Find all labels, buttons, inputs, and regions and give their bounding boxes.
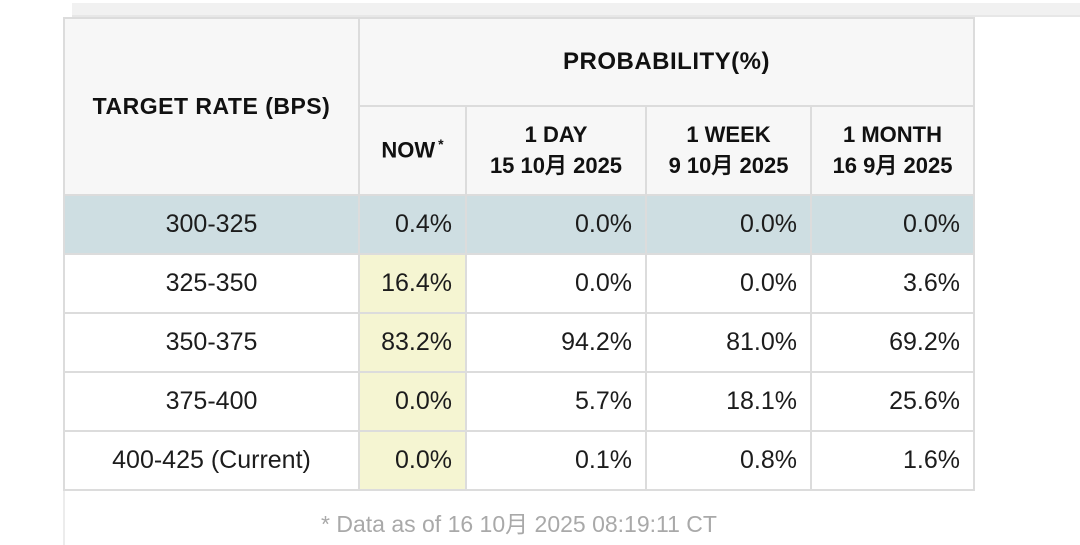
month-value-cell: 1.6% — [810, 430, 975, 491]
page-top-strip — [72, 3, 1080, 17]
now-value-cell: 0.4% — [358, 194, 467, 255]
probability-header: PROBABILITY(%) — [358, 17, 975, 107]
rate-range-cell: 350-375 — [63, 312, 360, 373]
table-row-300-325: 300-325 0.4% 0.0% 0.0% 0.0% — [63, 194, 975, 255]
period-label: 1 MONTH — [843, 121, 942, 147]
now-label: NOW — [381, 137, 436, 163]
day-value-cell: 0.1% — [465, 430, 647, 491]
fedwatch-table-container: TARGET RATE (BPS) PROBABILITY(%) NOW * 1 … — [63, 17, 975, 545]
column-header-now: NOW * — [358, 105, 467, 196]
month-value-cell: 69.2% — [810, 312, 975, 373]
column-header-1-month: 1 MONTH 16 9月 2025 — [810, 105, 975, 196]
week-value-cell: 18.1% — [645, 371, 812, 432]
table-row-325-350: 325-350 16.4% 0.0% 0.0% 3.6% — [63, 253, 975, 314]
day-value-cell: 5.7% — [465, 371, 647, 432]
table-row-400-425-current: 400-425 (Current) 0.0% 0.1% 0.8% 1.6% — [63, 430, 975, 491]
now-value-cell: 16.4% — [358, 253, 467, 314]
data-as-of-footnote: * Data as of 16 10月 2025 08:19:11 CT — [63, 491, 973, 545]
now-asterisk: * — [438, 135, 444, 152]
month-value-cell: 0.0% — [810, 194, 975, 255]
period-label: 1 WEEK — [686, 121, 771, 147]
week-value-cell: 0.8% — [645, 430, 812, 491]
now-value-cell: 0.0% — [358, 430, 467, 491]
column-header-1-day: 1 DAY 15 10月 2025 — [465, 105, 647, 196]
day-value-cell: 0.0% — [465, 194, 647, 255]
now-value-cell: 0.0% — [358, 371, 467, 432]
target-rate-probability-table: TARGET RATE (BPS) PROBABILITY(%) NOW * 1 … — [63, 17, 975, 491]
period-date: 15 10月 2025 — [489, 152, 623, 178]
table-row-350-375: 350-375 83.2% 94.2% 81.0% 69.2% — [63, 312, 975, 373]
rate-range-cell: 325-350 — [63, 253, 360, 314]
table-row-375-400: 375-400 0.0% 5.7% 18.1% 25.6% — [63, 371, 975, 432]
period-date: 16 9月 2025 — [832, 152, 953, 178]
week-value-cell: 0.0% — [645, 194, 812, 255]
column-header-1-week: 1 WEEK 9 10月 2025 — [645, 105, 812, 196]
table-header: TARGET RATE (BPS) PROBABILITY(%) NOW * 1 … — [63, 17, 975, 196]
rate-range-cell: 300-325 — [63, 194, 360, 255]
month-value-cell: 3.6% — [810, 253, 975, 314]
table-body: 300-325 0.4% 0.0% 0.0% 0.0% 325-350 16.4… — [63, 194, 975, 491]
day-value-cell: 94.2% — [465, 312, 647, 373]
rate-range-cell: 375-400 — [63, 371, 360, 432]
now-value-cell: 83.2% — [358, 312, 467, 373]
rate-range-cell: 400-425 (Current) — [63, 430, 360, 491]
week-value-cell: 81.0% — [645, 312, 812, 373]
month-value-cell: 25.6% — [810, 371, 975, 432]
target-rate-bps-header: TARGET RATE (BPS) — [63, 17, 360, 196]
week-value-cell: 0.0% — [645, 253, 812, 314]
period-date: 9 10月 2025 — [668, 152, 789, 178]
period-label: 1 DAY — [524, 121, 588, 147]
day-value-cell: 0.0% — [465, 253, 647, 314]
